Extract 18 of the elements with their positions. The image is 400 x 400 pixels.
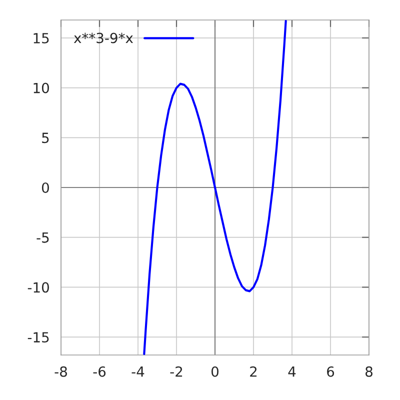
x-tick-label: 8 (366, 366, 372, 377)
y-tick-label: 5 (42, 132, 49, 144)
x-tick-label: 4 (288, 366, 296, 377)
x-tick-label: -2 (170, 366, 182, 377)
x-tick-label: -6 (93, 366, 106, 377)
x-tick-label: 0 (211, 366, 218, 377)
legend-label: x**3-9*x (74, 32, 133, 44)
y-tick-label: 10 (34, 82, 49, 94)
line-series (143, 20, 287, 355)
y-tick-label: -5 (36, 232, 49, 243)
x-tick-label: -4 (132, 366, 144, 377)
x-tick-label: 2 (250, 366, 257, 377)
y-tick-label: 15 (34, 33, 49, 44)
y-tick-label: 0 (42, 182, 49, 193)
y-tick-label: -10 (28, 282, 49, 293)
x-tick-label: -8 (54, 366, 67, 377)
x-tick-label: 6 (327, 366, 334, 377)
y-tick-label: -15 (28, 332, 49, 343)
